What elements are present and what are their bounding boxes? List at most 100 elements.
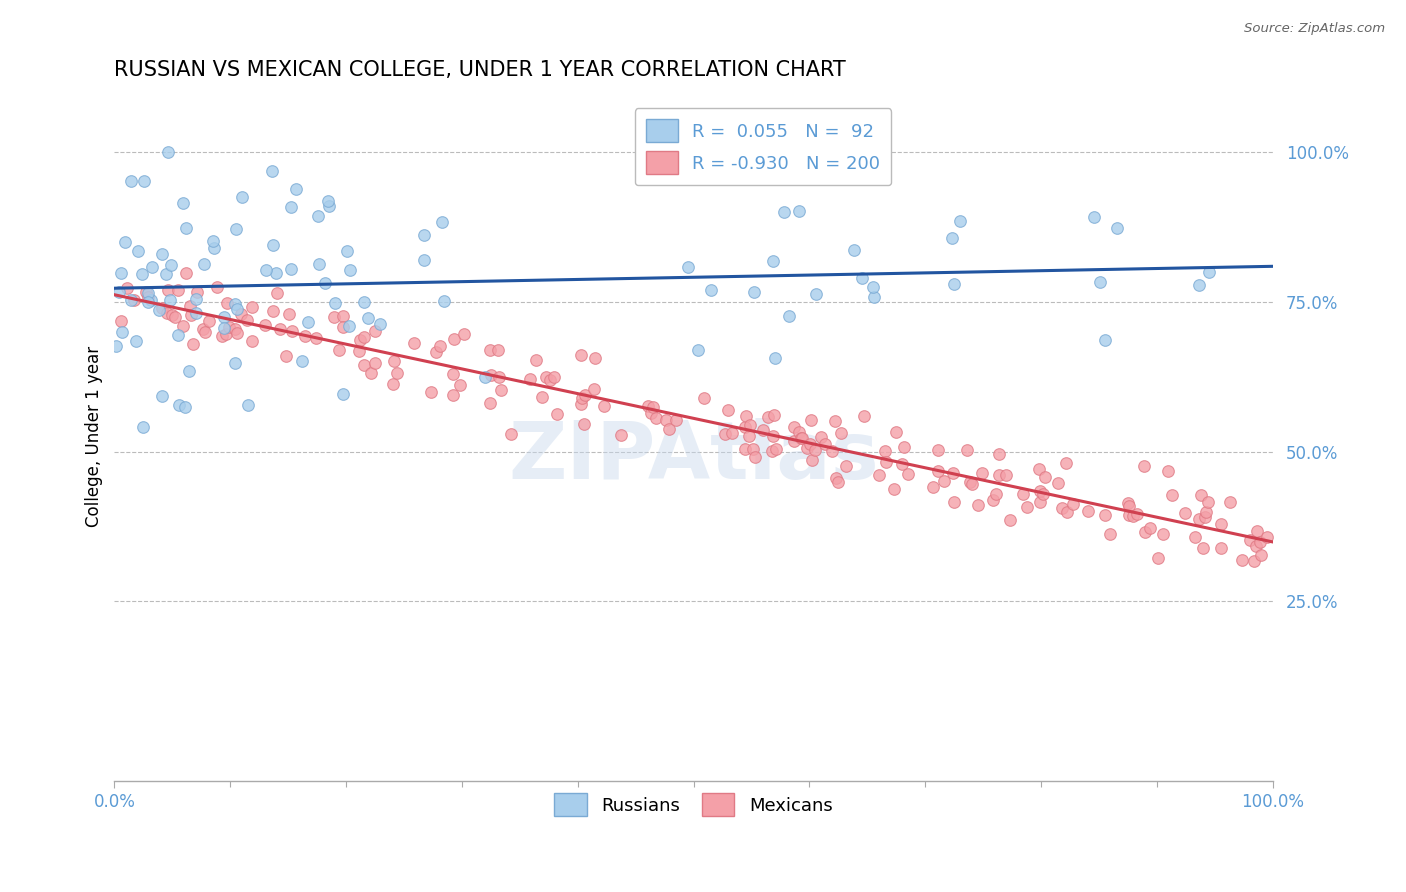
Point <box>150 246 173 260</box>
Point <box>307 209 329 223</box>
Point <box>214 327 236 342</box>
Point <box>803 442 825 457</box>
Point <box>1244 540 1267 554</box>
Point <box>167 283 190 297</box>
Point <box>180 308 202 322</box>
Point <box>959 475 981 490</box>
Point <box>1191 488 1213 502</box>
Point <box>363 325 385 339</box>
Point <box>801 453 824 467</box>
Point <box>1116 496 1139 510</box>
Point <box>943 495 966 509</box>
Point <box>111 325 134 339</box>
Point <box>1132 459 1154 474</box>
Point <box>875 443 897 458</box>
Point <box>419 385 441 400</box>
Point <box>752 423 775 437</box>
Point <box>942 466 965 480</box>
Point <box>714 426 737 441</box>
Point <box>1152 526 1174 541</box>
Point <box>773 205 796 219</box>
Point <box>1209 517 1232 532</box>
Point <box>1157 464 1180 478</box>
Point <box>762 428 785 442</box>
Point <box>796 442 818 456</box>
Point <box>546 407 568 421</box>
Point <box>1139 520 1161 534</box>
Point <box>814 437 837 451</box>
Point <box>693 391 716 405</box>
Point <box>637 399 659 413</box>
Point <box>347 343 370 358</box>
Point <box>225 222 247 236</box>
Point <box>984 487 1007 501</box>
Point <box>231 190 253 204</box>
Point <box>349 334 371 348</box>
Point <box>174 401 197 415</box>
Point <box>1033 469 1056 483</box>
Point <box>1105 221 1128 235</box>
Point <box>534 370 557 384</box>
Point <box>765 442 787 456</box>
Point <box>387 366 409 380</box>
Point <box>138 295 160 310</box>
Point <box>686 343 709 357</box>
Point <box>291 354 314 368</box>
Point <box>318 194 340 208</box>
Point <box>789 432 811 446</box>
Point <box>280 324 302 338</box>
Point <box>744 450 766 464</box>
Point <box>174 221 197 235</box>
Point <box>264 266 287 280</box>
Point <box>253 318 276 333</box>
Point <box>368 318 391 332</box>
Point <box>762 253 785 268</box>
Point <box>1197 494 1219 508</box>
Point <box>875 455 897 469</box>
Point <box>127 244 149 259</box>
Point <box>543 370 565 384</box>
Point <box>1088 276 1111 290</box>
Point <box>322 310 344 324</box>
Point <box>384 354 406 368</box>
Point <box>1198 265 1220 279</box>
Point <box>139 293 162 307</box>
Point <box>574 388 596 402</box>
Point <box>364 356 387 370</box>
Point <box>141 260 163 274</box>
Point <box>927 443 949 458</box>
Point <box>441 387 464 401</box>
Point <box>166 327 188 342</box>
Point <box>353 329 375 343</box>
Point <box>432 215 454 229</box>
Point <box>988 447 1011 461</box>
Point <box>734 420 756 434</box>
Point <box>799 437 821 451</box>
Point <box>943 277 966 291</box>
Point <box>449 378 471 392</box>
Point <box>224 296 246 310</box>
Point <box>824 414 846 428</box>
Point <box>583 351 606 365</box>
Point <box>132 420 155 434</box>
Point <box>339 262 361 277</box>
Point <box>783 420 806 434</box>
Y-axis label: College, Under 1 year: College, Under 1 year <box>86 346 103 527</box>
Point <box>531 390 554 404</box>
Point <box>148 303 170 318</box>
Point <box>441 367 464 381</box>
Point <box>955 442 977 457</box>
Point <box>868 468 890 483</box>
Point <box>305 331 328 345</box>
Point <box>1028 494 1050 508</box>
Point <box>884 425 907 440</box>
Point <box>262 304 284 318</box>
Point <box>804 287 827 301</box>
Point <box>787 204 810 219</box>
Point <box>212 321 235 335</box>
Point <box>640 406 662 420</box>
Point <box>134 174 156 188</box>
Point <box>1250 548 1272 562</box>
Point <box>700 284 723 298</box>
Point <box>966 498 988 512</box>
